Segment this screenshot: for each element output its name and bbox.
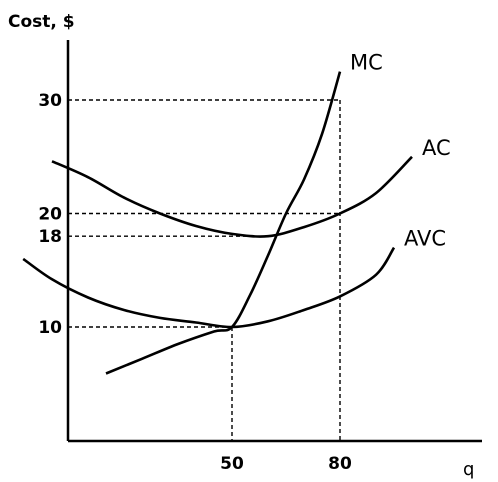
curve-avc [22,246,396,329]
curve-label-ac: AC [422,136,451,160]
y-axis-title: Cost, $ [8,12,75,32]
curves [22,71,413,375]
curve-mc [105,71,342,375]
x-tick-80: 80 [328,454,352,474]
x-axis-title: q [463,459,474,480]
axes [66,40,482,443]
curve-ac [51,155,413,238]
y-tick-18: 18 [38,227,62,247]
y-tick-10: 10 [38,318,62,338]
y-tick-30: 30 [38,91,62,111]
x-tick-50: 50 [220,454,244,474]
curve-labels: MC AC AVC [350,51,451,251]
y-tick-20: 20 [38,205,62,225]
curve-label-mc: MC [350,51,383,75]
guide-lines [68,99,341,441]
curve-label-avc: AVC [404,227,446,251]
